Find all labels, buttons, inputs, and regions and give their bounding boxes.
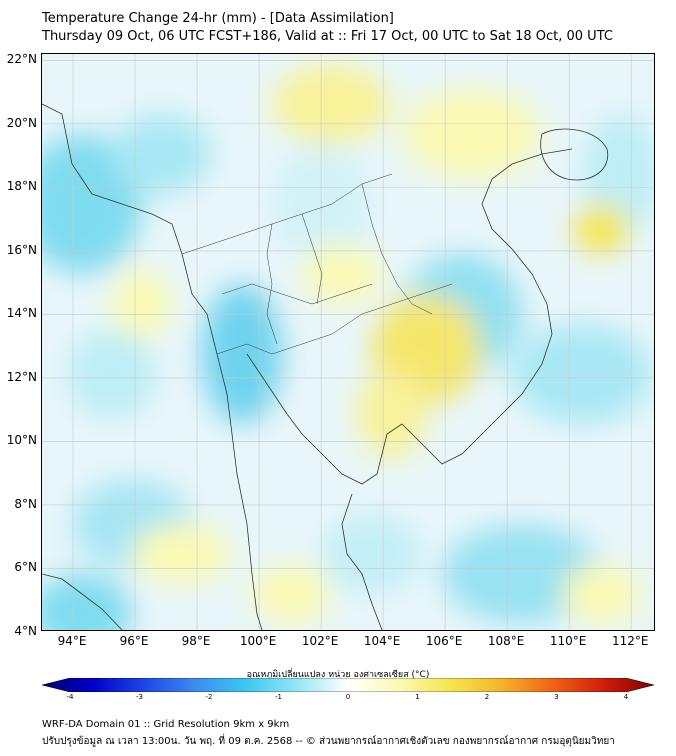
lon-label-9: 112°E — [611, 634, 649, 648]
lat-label-3: 16°N — [6, 242, 37, 257]
map-title: Temperature Change 24-hr (mm) - [Data As… — [42, 11, 394, 26]
colorbar-title: อุณหภูมิเปลี่ยนแปลง หน่วย องศาเซลเซียส (… — [246, 670, 430, 680]
lat-label-4: 14°N — [6, 306, 37, 321]
colorbar-tick-3: -1 — [275, 693, 282, 701]
temperature-change-map[interactable] — [41, 53, 655, 631]
map-subtitle: Thursday 09 Oct, 06 UTC FCST+186, Valid … — [42, 29, 613, 44]
lon-label-8: 110°E — [549, 634, 587, 648]
colorbar-tick-6: 2 — [484, 693, 490, 701]
lon-label-3: 100°E — [239, 634, 277, 648]
footer-domain-info: WRF-DA Domain 01 :: Grid Resolution 9km … — [42, 719, 290, 730]
colorbar-tick-1: -3 — [136, 693, 143, 701]
colorbar-tick-2: -2 — [205, 693, 213, 701]
lat-label-8: 6°N — [14, 560, 37, 575]
lon-label-7: 108°E — [487, 634, 525, 648]
footer-update-info: ปรับปรุงข้อมูล ณ เวลา 13:00น. วัน พฤ. ที… — [42, 736, 615, 747]
lon-label-1: 96°E — [119, 634, 149, 648]
lon-label-2: 98°E — [181, 634, 211, 648]
temperature-field — [42, 64, 654, 630]
lat-label-6: 10°N — [6, 433, 37, 448]
coastlines — [42, 103, 609, 630]
lon-label-0: 94°E — [57, 634, 87, 648]
lon-label-4: 102°E — [301, 634, 339, 648]
lat-label-7: 8°N — [14, 496, 37, 511]
lat-label-9: 4°N — [14, 624, 37, 638]
colorbar-tick-8: 4 — [623, 693, 629, 701]
colorbar-tick-4: 0 — [345, 693, 351, 701]
colorbar-tick-7: 3 — [554, 693, 559, 701]
lon-label-5: 104°E — [363, 634, 401, 648]
lat-label-0: 22°N — [6, 52, 37, 67]
colorbar-tick-5: 1 — [415, 693, 420, 701]
colorbar — [42, 678, 654, 692]
colorbar-bar — [42, 678, 654, 692]
lat-label-1: 20°N — [6, 115, 37, 130]
map-canvas — [42, 54, 654, 630]
graticule — [42, 54, 654, 630]
lat-label-2: 18°N — [6, 179, 37, 194]
lat-label-5: 12°N — [6, 369, 37, 384]
colorbar-tick-0: -4 — [66, 693, 74, 701]
admin-boundaries — [181, 173, 453, 355]
lon-label-6: 106°E — [425, 634, 463, 648]
